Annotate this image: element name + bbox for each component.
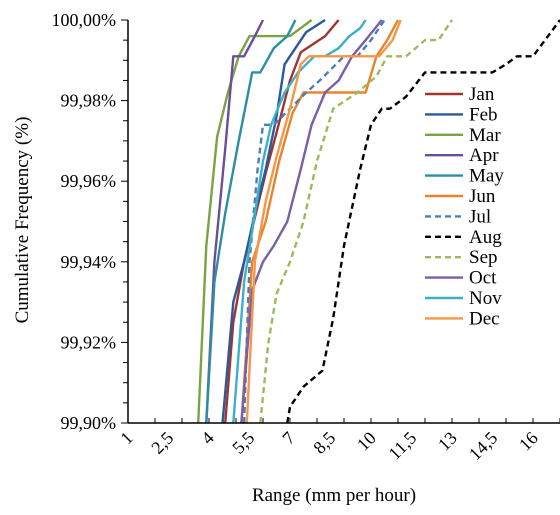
legend-label-may: May xyxy=(469,166,504,187)
y-tick-label: 99,94% xyxy=(61,252,117,272)
y-tick-label: 99,90% xyxy=(61,413,117,433)
x-tick-label: 13 xyxy=(434,428,461,455)
series-line-nov xyxy=(233,20,365,423)
y-tick-label: 99,98% xyxy=(61,91,117,111)
x-tick-label: 16 xyxy=(515,428,542,455)
y-tick-label: 99,92% xyxy=(61,332,117,352)
legend-label-mar: Mar xyxy=(469,125,501,146)
series-layer xyxy=(198,20,560,423)
legend-label-nov: Nov xyxy=(469,288,502,309)
legend-label-sep: Sep xyxy=(469,247,498,268)
x-tick-label: 5,5 xyxy=(228,428,258,458)
legend-label-jan: Jan xyxy=(469,84,495,105)
y-axis-label: Cumulative Frequency (%) xyxy=(12,117,33,324)
x-tick-label: 4 xyxy=(197,428,218,449)
y-tick-label: 100,00% xyxy=(52,10,117,30)
x-tick-label: 11,5 xyxy=(384,428,420,464)
y-tick-label: 99,96% xyxy=(61,171,117,191)
series-line-aug xyxy=(287,20,560,423)
legend-label-apr: Apr xyxy=(469,145,499,166)
legend-label-feb: Feb xyxy=(469,104,498,125)
legend-label-dec: Dec xyxy=(469,308,500,329)
x-tick-label: 7 xyxy=(278,428,299,449)
x-axis-label: Range (mm per hour) xyxy=(252,485,416,506)
legend-label-oct: Oct xyxy=(469,268,497,289)
x-tick-label: 10 xyxy=(353,428,380,455)
legend-label-jun: Jun xyxy=(469,186,496,207)
x-tick-label: 8,5 xyxy=(309,428,339,458)
legend-label-aug: Aug xyxy=(469,227,502,248)
x-tick-label: 14,5 xyxy=(465,428,501,464)
legend-label-jul: Jul xyxy=(469,206,491,227)
x-tick-label: 2,5 xyxy=(147,428,177,458)
x-tick-label: 1 xyxy=(116,428,137,449)
